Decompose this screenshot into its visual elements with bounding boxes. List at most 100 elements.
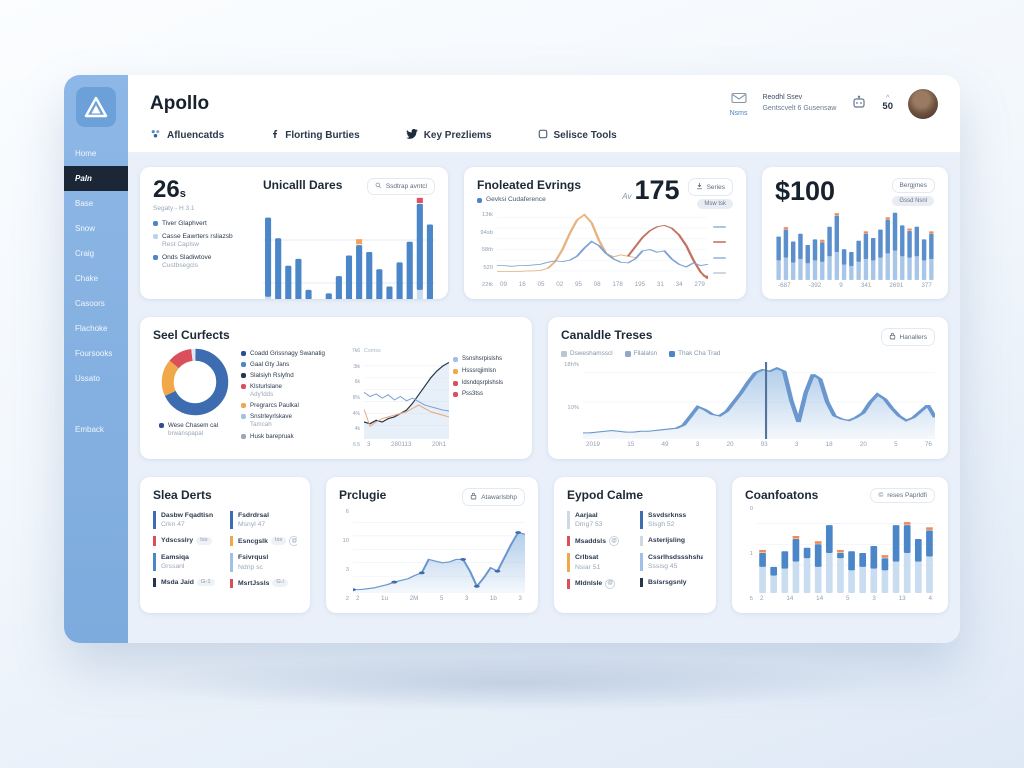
avatar[interactable] bbox=[908, 89, 938, 119]
item-label: Msaddsls bbox=[575, 537, 606, 545]
x-tick-label: 2 bbox=[356, 595, 360, 602]
sidebar-item-snow[interactable]: Snow bbox=[75, 224, 96, 233]
tab-florting-burties[interactable]: Florting Burties bbox=[270, 128, 360, 142]
item-label: MsrtJssls bbox=[238, 579, 270, 587]
sidebar-item-ussato[interactable]: Ussato bbox=[75, 374, 100, 383]
mini-chart-label: Csmss bbox=[364, 348, 381, 354]
legend-dot bbox=[241, 384, 246, 390]
sidebar-item-paln[interactable]: Paln bbox=[64, 166, 128, 191]
card-title: Coanfoatons bbox=[745, 488, 819, 502]
suggestions-button[interactable]: Bergjmes bbox=[891, 178, 935, 193]
x-tick-label: 3 bbox=[872, 595, 876, 602]
messages-label: Nsms bbox=[729, 110, 748, 117]
lock-button[interactable]: Atawarlsbhp bbox=[462, 488, 525, 506]
sidebar-nav: Home Paln Base Snow Craig Chake Casoors Flachok… bbox=[64, 141, 128, 391]
x-tick-label: 2019 bbox=[586, 441, 601, 448]
sidebar-bottom: Emback bbox=[64, 417, 128, 442]
tab-selisce-tools[interactable]: Selisce Tools bbox=[538, 128, 617, 142]
series-toggle[interactable]: Fllalalsn bbox=[624, 350, 657, 357]
series-toggle[interactable]: Thak Cha Trad bbox=[669, 350, 720, 357]
item-label: Dasbw Fqadtisn bbox=[161, 512, 214, 519]
item-label: Aarjaal bbox=[575, 512, 598, 519]
legend-label: Hsssrqjimlsn bbox=[462, 367, 497, 374]
item-label: Mldnlsle bbox=[575, 580, 603, 588]
sidebar-item-casoors[interactable]: Casoors bbox=[75, 299, 105, 308]
y-axis-labels: 13tk 94sb 58th 520 22tk bbox=[477, 212, 497, 288]
series-toggle[interactable]: Dsweshamsscl bbox=[561, 350, 613, 357]
list-item-title: Aarjaal bbox=[575, 511, 630, 520]
sidebar-item-craig[interactable]: Craig bbox=[75, 249, 95, 258]
x-tick-label: 95 bbox=[574, 281, 582, 288]
legend-sublabel: Rest Caplsw bbox=[162, 241, 200, 249]
eypod-column-2: Ssvdsrknss Slsgh 52 Asterijsling Cssrlhsdss… bbox=[640, 511, 703, 596]
side-legend-dashes bbox=[708, 212, 733, 288]
card-revenue: $100 Bergjmes Gssd Nsnl -687 -392 9 341 2691… bbox=[762, 167, 948, 299]
list-item: Crlbsat Nsiar 51 bbox=[567, 553, 630, 572]
app-logo-icon bbox=[76, 87, 116, 127]
x-tick-label: 14 bbox=[786, 595, 794, 602]
messages-button[interactable]: Nsms bbox=[729, 91, 748, 117]
y-tick-label: 58th bbox=[481, 247, 493, 253]
at-icon[interactable]: @ bbox=[289, 536, 297, 547]
notifications-counter[interactable]: ^ 50 bbox=[882, 95, 893, 112]
list-item: Fsdrdrsal Msnyl 47 bbox=[230, 511, 297, 530]
user-meta: Reodhl Ssev Gentscvelt 6 Gusensaw bbox=[762, 93, 836, 115]
x-tick-label: 3 bbox=[695, 441, 700, 448]
donut-chart bbox=[159, 346, 231, 418]
filter-button[interactable]: Ssdtrap avntcl bbox=[366, 178, 435, 195]
dashboard-content: 26s Segaty - H 3.1 Tiver Glaphvert Casse … bbox=[128, 153, 960, 643]
sidebar-item-base[interactable]: Base bbox=[75, 199, 94, 208]
stat-value: 26s bbox=[153, 176, 186, 203]
item-pill: G.i bbox=[272, 579, 288, 588]
list-item-title: Msda Jaid G-1 bbox=[161, 578, 220, 587]
forecast-legend: Gevksi Cudaference bbox=[477, 196, 581, 203]
item-pill: G-1 bbox=[196, 578, 215, 587]
sidebar-item-flachoke[interactable]: Flachoke bbox=[75, 324, 108, 333]
legend-item: Husk barepruak bbox=[241, 433, 345, 441]
x-tick-label: 09 bbox=[500, 281, 508, 288]
legend-item: Hsssrqjimlsn bbox=[453, 368, 519, 376]
list-item: Mldnlsle @ bbox=[567, 578, 630, 589]
x-tick-label: 178 bbox=[612, 281, 623, 288]
series-download-button[interactable]: Series bbox=[687, 178, 733, 196]
toggle-label: Dsweshamsscl bbox=[570, 350, 613, 357]
revenue-stat: $100 bbox=[775, 176, 836, 206]
card-title: Seel Curfects bbox=[153, 328, 230, 342]
list-item: Msaddsls @ bbox=[567, 536, 630, 547]
item-pill: Iss bbox=[270, 537, 287, 546]
sidebar-item-emback[interactable]: Emback bbox=[75, 425, 104, 434]
at-icon[interactable]: @ bbox=[608, 536, 619, 547]
line-chart bbox=[497, 212, 708, 279]
legend-item: Ssnshsrpislshs bbox=[453, 356, 519, 364]
item-sublabel: Sssisg 45 bbox=[648, 562, 678, 570]
y-tick-label: 22tk bbox=[482, 282, 493, 288]
lock-button[interactable]: Hanallers bbox=[880, 328, 935, 346]
y-axis-labels: 6 10 3 2 bbox=[339, 509, 353, 602]
card-title: Canaldle Treses bbox=[561, 328, 653, 342]
legend-dash bbox=[713, 256, 726, 259]
legend-sublabel: Custbsegcls bbox=[162, 262, 198, 270]
sidebar-item-home[interactable]: Home bbox=[75, 149, 97, 158]
stacked-bar-chart bbox=[757, 506, 935, 593]
x-tick-label: -392 bbox=[808, 282, 822, 289]
legend-item: Snstrleyrlskave Tamcah bbox=[241, 413, 345, 429]
at-icon[interactable]: @ bbox=[605, 578, 616, 589]
legend-dot bbox=[153, 254, 158, 260]
square-icon bbox=[538, 129, 548, 142]
report-button[interactable]: © reses Paprldfi bbox=[870, 488, 935, 503]
bot-icon[interactable] bbox=[851, 94, 867, 115]
legend-label: Pregrarcs Paulkal bbox=[250, 402, 299, 410]
legend-dot bbox=[241, 403, 246, 409]
legend-item: ldsndqsrplshsls bbox=[453, 380, 519, 388]
page-title: Apollo bbox=[150, 93, 210, 114]
x-axis-labels: 2019 15 49 3 20 93 3 18 20 5 76 bbox=[583, 439, 935, 448]
sidebar-item-foursooks[interactable]: Foursooks bbox=[75, 349, 113, 358]
y-tick-label: 10% bbox=[567, 405, 579, 411]
tab-key-prezliems[interactable]: Key Prezliems bbox=[405, 128, 492, 142]
legend-item: Casse Eawrters rsliazsb Rest Caplsw bbox=[153, 233, 251, 250]
legend-label: Coadd Grissnagy Swanatig bbox=[250, 350, 325, 357]
sidebar-item-chake[interactable]: Chake bbox=[75, 274, 99, 283]
x-axis-labels: 2 14 14 5 3 13 4 bbox=[757, 593, 935, 602]
tab-label: Afluencatds bbox=[167, 129, 225, 141]
tab-afluencatds[interactable]: Afluencatds bbox=[150, 128, 224, 142]
